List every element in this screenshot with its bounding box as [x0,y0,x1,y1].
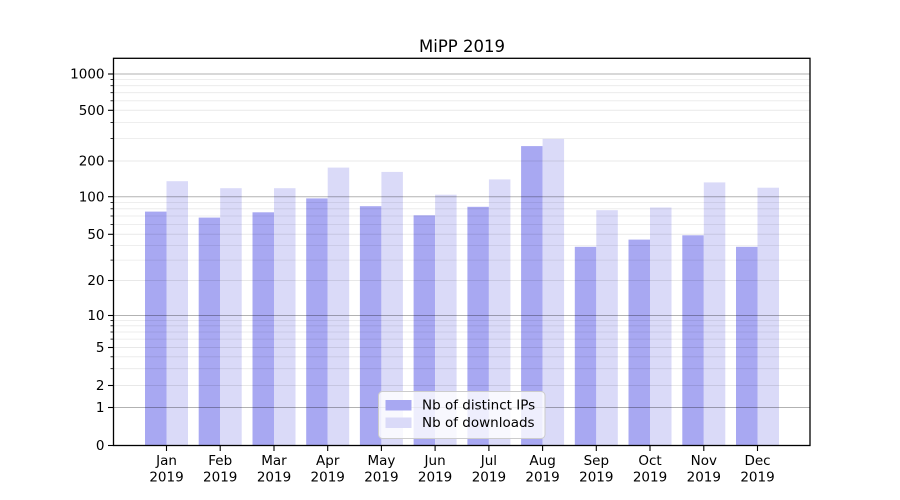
bar-downloads-nov [703,182,726,446]
bar-downloads-mar [274,188,296,446]
x-tick-label-jul: Jul 2019 [472,453,506,486]
y-tick-label-100: 100 [79,189,105,205]
x-tick-label-jan: Jan 2019 [149,453,183,486]
bars-layer [145,138,779,446]
x-axis: Jan 2019 Feb 2019 Mar 2019 Apr 2019 May 2019 Jun 20… [149,445,775,486]
bar-downloads-jun [435,194,457,446]
bar-distinct-ips-mar [252,212,274,446]
y-tick-label-1000: 1000 [70,67,104,83]
x-tick-label-sep: Sep 2019 [579,453,613,486]
bar-downloads-sep [596,210,618,446]
legend-label-downloads: Nb of downloads [422,415,535,431]
legend-swatch-distinct-ips [385,400,412,411]
x-tick-label-mar: Mar 2019 [257,453,291,486]
y-tick-label-500: 500 [79,103,105,119]
x-tick-label-jun: Jun 2019 [418,453,452,486]
bar-distinct-ips-nov [682,235,704,446]
bar-downloads-apr [327,167,350,446]
legend-swatch-downloads [385,417,412,428]
bar-downloads-aug [542,138,565,446]
x-tick-label-may: May 2019 [364,453,398,486]
y-tick-label-5: 5 [96,340,105,356]
x-tick-label-apr: Apr 2019 [311,453,345,486]
bar-downloads-oct [650,207,672,446]
bar-distinct-ips-jun [413,215,436,446]
y-tick-label-50: 50 [87,227,104,243]
legend-box [378,391,546,439]
bar-distinct-ips-jan [145,211,167,446]
bar-distinct-ips-may [359,206,382,446]
y-tick-label-200: 200 [79,154,105,170]
bar-distinct-ips-sep [574,246,597,446]
bar-distinct-ips-oct [628,239,650,446]
x-tick-label-oct: Oct 2019 [633,453,667,486]
x-tick-label-feb: Feb 2019 [203,453,237,486]
y-tick-label-0: 0 [96,438,105,454]
gridlines [113,73,810,408]
bar-distinct-ips-apr [306,198,328,446]
y-tick-label-20: 20 [87,273,104,289]
plot-border [112,57,811,447]
x-tick-label-dec: Dec 2019 [740,453,774,486]
y-tick-label-1: 1 [96,400,105,416]
bar-distinct-ips-feb [198,217,221,446]
bar-downloads-may [381,171,403,446]
bar-downloads-dec [757,187,779,446]
x-tick-label-nov: Nov 2019 [687,453,721,486]
bar-distinct-ips-aug [521,146,543,446]
chart-title: MiPP 2019 [419,37,505,56]
legend-label-distinct-ips: Nb of distinct IPs [422,398,535,414]
bar-distinct-ips-jul [467,206,489,446]
y-tick-label-2: 2 [96,378,105,394]
x-tick-label-aug: Aug 2019 [525,453,559,486]
bar-distinct-ips-dec [736,246,758,446]
bar-downloads-feb [220,188,242,446]
bar-downloads-jan [166,181,188,446]
bar-downloads-jul [488,179,511,446]
y-tick-label-10: 10 [87,308,104,324]
y-axis: 0 1 2 5 10 20 50 100 200 500 1000 [70,67,114,454]
